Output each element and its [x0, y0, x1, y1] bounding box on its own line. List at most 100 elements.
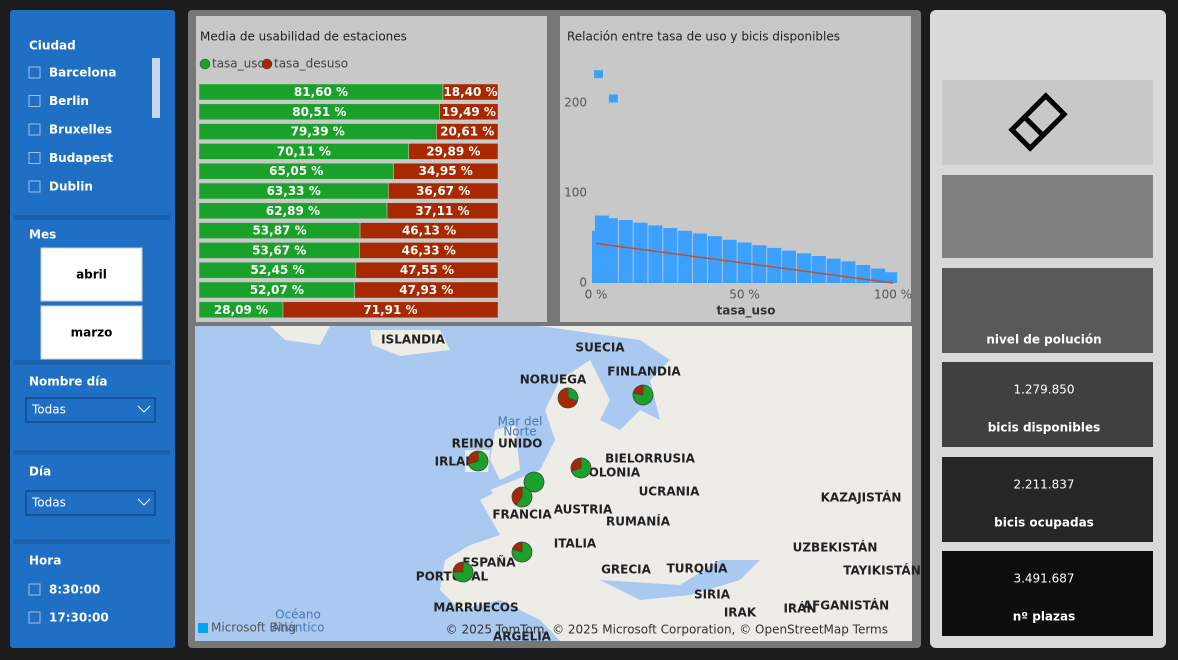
card-label: bicis disponibles: [988, 421, 1101, 435]
legend-label: tasa_uso: [212, 57, 265, 71]
checkbox[interactable]: [28, 583, 41, 596]
legend-marker: [199, 58, 211, 70]
map-label: AUSTRIA: [554, 503, 613, 517]
x-axis-label: tasa_uso: [716, 304, 775, 319]
point-cloud: [692, 233, 707, 283]
slicer-title: Ciudad: [29, 39, 76, 53]
point-cloud: [871, 268, 886, 283]
dropdown-value: Todas: [31, 403, 66, 417]
map-label: MARRUECOS: [433, 601, 518, 615]
bar-segment: [436, 123, 499, 140]
data-label: 62,89 %: [266, 204, 320, 218]
data-label: 65,05 %: [269, 164, 323, 178]
chart-title: Media de usabilidad de estaciones: [200, 30, 407, 44]
data-label: 46,33 %: [402, 243, 456, 257]
clear-button[interactable]: [942, 80, 1153, 165]
checkbox[interactable]: [28, 611, 41, 624]
checkbox[interactable]: [28, 152, 41, 164]
card: [942, 551, 1153, 636]
card: [942, 268, 1153, 353]
point-cloud: [648, 225, 663, 283]
card-label: nº plazas: [1013, 610, 1076, 624]
card-value: 2.211.837: [1013, 478, 1074, 492]
map-label: Mar del: [498, 415, 543, 429]
slicer-item: Barcelona: [49, 66, 116, 80]
slicer-item: Bruxelles: [49, 123, 112, 137]
data-label: 79,39 %: [291, 125, 345, 139]
data-label: 70,11 %: [277, 144, 331, 158]
pie-slice: [632, 384, 644, 396]
y-tick-label: 200: [564, 96, 587, 110]
point-cloud: [782, 250, 797, 283]
data-label: 81,60 %: [294, 85, 348, 99]
map-label: ESPAÑA: [462, 555, 516, 570]
data-label: 71,91 %: [363, 303, 417, 317]
dropdown[interactable]: [25, 397, 156, 423]
bar-segment: [388, 182, 499, 200]
slicer-button[interactable]: [40, 305, 143, 360]
card: [942, 175, 1153, 258]
point-cloud: [767, 247, 782, 283]
map-label: ARGELIA: [493, 630, 552, 644]
slicer-button[interactable]: [40, 247, 143, 302]
bar-segment: [439, 103, 499, 121]
section-divider: [14, 215, 170, 220]
data-label: 34,95 %: [419, 164, 473, 178]
map-label: Océano: [275, 608, 321, 622]
data-label: 29,89 %: [426, 144, 480, 158]
map-label: SUECIA: [575, 341, 625, 355]
bar-segment: [386, 202, 499, 220]
point-cloud: [841, 261, 856, 283]
bar-segment: [354, 281, 499, 299]
scrollbar: [152, 58, 160, 118]
x-tick-label: 50 %: [729, 288, 760, 302]
point-cloud: [796, 253, 811, 283]
checkbox[interactable]: [28, 66, 41, 79]
bar-segment: [393, 162, 499, 180]
land: [270, 326, 450, 356]
pie-slice: [570, 457, 582, 472]
map-label: Norte: [503, 425, 536, 439]
slicer-title: Hora: [29, 554, 61, 568]
bar-segment: [355, 261, 499, 279]
pie-slice: [452, 561, 464, 573]
map-label: IRAK: [724, 606, 757, 620]
checkbox[interactable]: [28, 123, 41, 136]
slicer-item: Budapest: [49, 151, 113, 165]
map-label: NORUEGA: [520, 373, 587, 387]
data-label: 80,51 %: [292, 105, 346, 119]
slicer-item: marzo: [71, 326, 113, 340]
y-tick-label: 0: [579, 276, 587, 290]
map-label: ISLANDIA: [381, 333, 446, 347]
card-label: nivel de polución: [986, 333, 1101, 347]
dropdown-arrow: [137, 498, 151, 506]
pie-slice: [523, 471, 545, 493]
land: [480, 490, 780, 641]
chart-title: Relación entre tasa de uso y bicis dispo…: [567, 30, 840, 44]
bar-segment: [359, 222, 499, 239]
bing-logo: [198, 623, 208, 633]
map-label: SIRIA: [694, 588, 731, 602]
eraser-icon: [1008, 92, 1068, 152]
map-label: GRECIA: [601, 563, 652, 577]
map-label: FINLANDIA: [607, 365, 681, 379]
slicer-item: Berlin: [49, 94, 89, 108]
data-label: 47,55 %: [400, 263, 454, 277]
point-cloud: [618, 220, 633, 283]
slicer-title: Mes: [29, 228, 56, 242]
data-label: 19,49 %: [442, 105, 496, 119]
map-label: TAYIKISTÁN: [843, 563, 921, 578]
map-label: KAZAJISTÁN: [821, 490, 902, 505]
checkbox[interactable]: [28, 95, 41, 107]
pie-slice: [511, 541, 533, 563]
y-tick-label: 100: [564, 186, 587, 200]
checkbox[interactable]: [28, 180, 41, 193]
dropdown[interactable]: [25, 490, 156, 516]
point-cloud: [826, 258, 841, 283]
x-tick-label: 100 %: [874, 288, 912, 302]
map-label: RUMANÍA: [606, 514, 671, 529]
data-label: 37,11 %: [415, 204, 469, 218]
slicer-item: abril: [76, 268, 107, 282]
card: [942, 457, 1153, 542]
map-label: TURQUÍA: [667, 561, 729, 576]
